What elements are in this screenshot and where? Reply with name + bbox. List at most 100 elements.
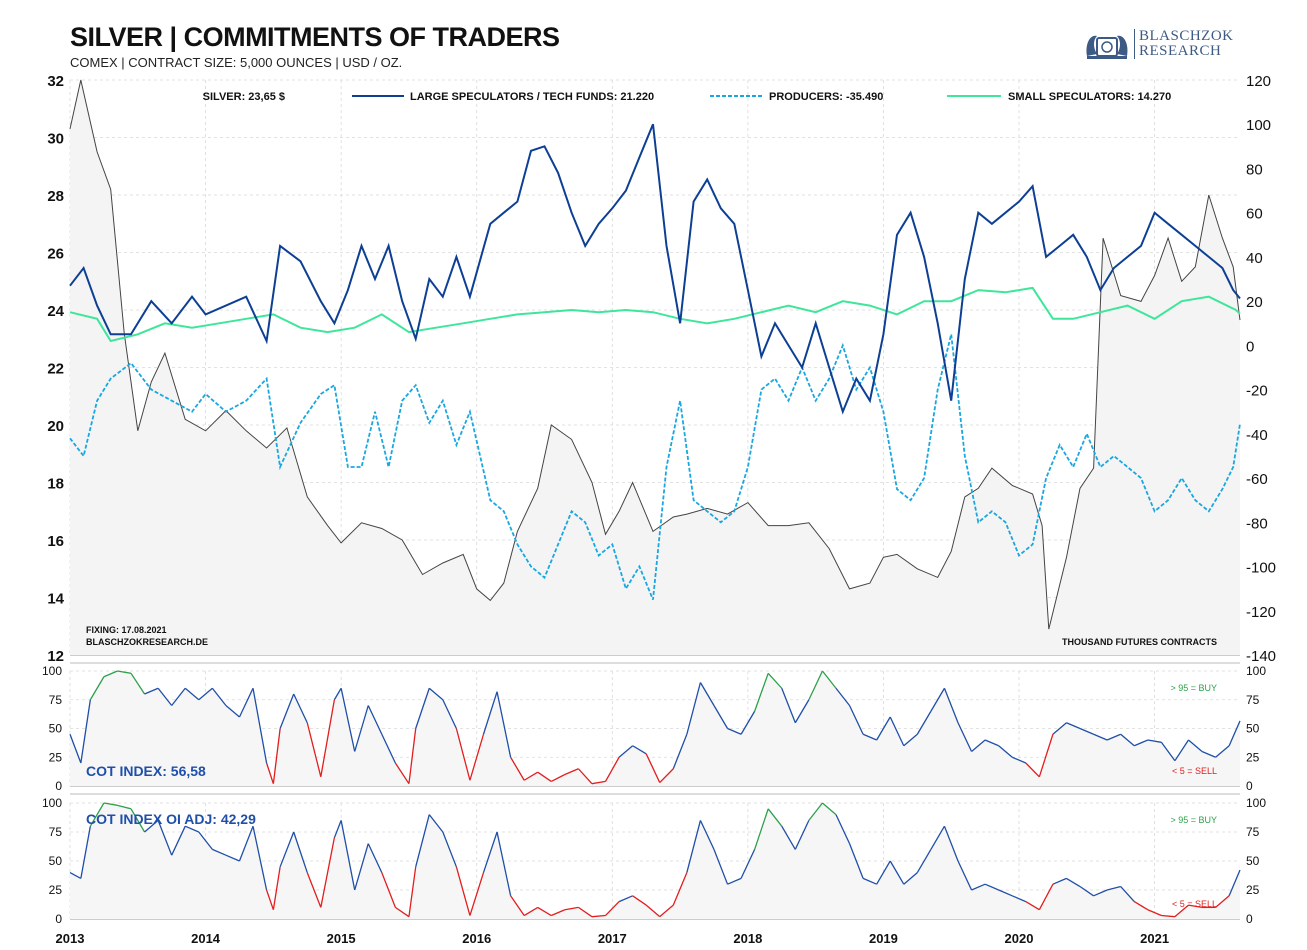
cot-index-oi-line-segment: [984, 883, 999, 891]
cot-index-oi-line-segment: [551, 909, 566, 917]
y-left-tick-label: 16: [47, 533, 64, 550]
cot-index-oi-line-segment: [130, 808, 146, 833]
legend-large-speculators: LARGE SPECULATORS / TECH FUNDS: 21.220: [410, 91, 654, 103]
cot-index-line-segment: [238, 687, 254, 718]
large-speculators-line: [69, 123, 1241, 415]
cot-index-area: [70, 671, 1240, 786]
cot-index-oi-line-segment: [103, 802, 118, 806]
cot-index-oi-line-segment: [618, 895, 633, 903]
cot-index-oi-line-segment: [69, 872, 82, 879]
cot-index-line-segment: [1052, 722, 1067, 735]
cot-index-line-segment: [69, 734, 82, 764]
x-tick-label: 2018: [733, 931, 762, 946]
y-left-tick-label: 26: [47, 246, 64, 263]
cot-index-line-segment: [835, 687, 851, 706]
cot-index-line-segment: [1174, 739, 1190, 762]
y-right-tick-label: -140: [1246, 648, 1276, 665]
cot-index-line-segment: [699, 682, 715, 706]
cot-index-oi-line-segment: [198, 831, 213, 850]
cot-index-line-segment: [333, 687, 342, 701]
cot-index-line-segment: [279, 693, 295, 729]
cot-index-line-segment: [184, 687, 200, 701]
y-left-tick-label: 24: [47, 303, 64, 320]
cot-y-tick-label-left: 25: [49, 883, 63, 897]
cot-index-buy-label: > 95 = BUY: [1170, 683, 1217, 693]
cot-index-line-segment: [428, 687, 444, 701]
cot-index-oi-line-segment: [1215, 895, 1230, 908]
cot-index-oi-line-segment: [320, 837, 336, 908]
cot-index-oi-line-segment: [144, 819, 159, 833]
cot-index-oi-line-segment: [672, 872, 688, 906]
y-right-tick-label: -100: [1246, 560, 1276, 577]
cot-index-oi-line-segment: [80, 826, 91, 879]
cot-index-line-segment: [618, 745, 634, 758]
cot-index-line-segment: [537, 771, 552, 782]
cot-index-oi-line-segment: [537, 906, 552, 917]
cot-index-line-segment: [455, 728, 471, 781]
units-annotation: THOUSAND FUTURES CONTRACTS: [1062, 637, 1217, 647]
cot-index-oi-line-segment: [510, 895, 525, 916]
cot-index-oi-line-segment: [1228, 869, 1241, 897]
cot-index-oi-line-segment: [1079, 885, 1094, 897]
cot-y-tick-label-left: 75: [49, 825, 63, 839]
cot-index-line-segment: [862, 733, 877, 741]
cot-index-line-segment: [252, 688, 268, 764]
cot-index-line-segment: [848, 705, 864, 735]
cot-index-oi-line-segment: [408, 866, 417, 917]
y-right-tick-label: 80: [1246, 161, 1263, 178]
cot-index-line-segment: [998, 745, 1013, 758]
logo-text-line2: RESEARCH: [1139, 43, 1222, 59]
small-speculators-line: [69, 286, 1241, 343]
website-annotation: BLASCHZOKRESEARCH.DE: [86, 637, 208, 647]
cot-index-line-segment: [645, 753, 661, 783]
cot-index-line-segment: [354, 705, 369, 752]
cot-index-oi-line-segment: [1011, 895, 1027, 903]
cot-index-sell-label: < 5 = SELL: [1172, 766, 1217, 776]
cot-index-line-segment: [781, 688, 796, 723]
cot-index-line-segment: [340, 688, 356, 752]
cot-index-oi-line-segment: [740, 849, 756, 879]
cot-index-line-segment: [408, 728, 417, 784]
cot-index-oi-line-segment: [1052, 877, 1067, 885]
y-left-tick-label: 18: [47, 476, 64, 493]
cot-y-tick-label-right: 50: [1246, 722, 1260, 736]
cot-index-oi-line-segment: [354, 843, 369, 891]
cot-index-oi-line-segment: [117, 804, 132, 810]
cot-y-tick-label-left: 0: [55, 779, 62, 793]
cot-index-line-segment: [1106, 733, 1121, 741]
cot-index-oi-line-segment: [632, 895, 647, 906]
cot-index-oi-line-segment: [415, 814, 430, 867]
cot-index-line-segment: [808, 670, 824, 701]
cot-index-label: COT INDEX: 56,58: [86, 763, 206, 779]
cot-index-oi-line-segment: [157, 820, 173, 856]
cot-index-oi-line-segment: [578, 906, 593, 918]
cot-index-oi-line-segment: [713, 849, 729, 885]
cot-index-line-segment: [672, 734, 688, 769]
cot-index-oi-line-segment: [1038, 883, 1054, 911]
cot-index-line-segment: [117, 670, 132, 674]
legend-small-speculators: SMALL SPECULATORS: 14.270: [1008, 91, 1171, 103]
cot-y-tick-label-right: 25: [1246, 883, 1260, 897]
cot-index-oi-line-segment: [367, 843, 383, 873]
cot-index-line-segment: [306, 722, 322, 777]
cot-index-line-segment: [272, 728, 281, 784]
cot-y-tick-label-left: 100: [42, 664, 62, 678]
cot-index-oi-line-segment: [605, 901, 620, 916]
cot-index-oi-line-segment: [848, 843, 864, 879]
y-right-tick-label: 100: [1246, 117, 1271, 134]
x-tick-label: 2013: [56, 931, 85, 946]
y-left-tick-label: 22: [47, 361, 64, 378]
cot-index-line-segment: [794, 699, 810, 724]
cot-index-line-segment: [1093, 733, 1108, 741]
cot-index-oi-line-segment: [265, 889, 274, 910]
cot-index-line-segment: [265, 762, 274, 784]
cot-index-oi-line-segment: [252, 826, 268, 891]
cot-index-oi-line-segment: [564, 906, 579, 911]
cot-index-line-segment: [713, 705, 729, 729]
cot-index-oi-line-segment: [971, 883, 986, 891]
y-left-tick-label: 28: [47, 188, 64, 205]
cot-index-oi-line-segment: [591, 914, 606, 918]
cot-index-line-segment: [550, 773, 566, 782]
x-tick-label: 2021: [1140, 931, 1169, 946]
